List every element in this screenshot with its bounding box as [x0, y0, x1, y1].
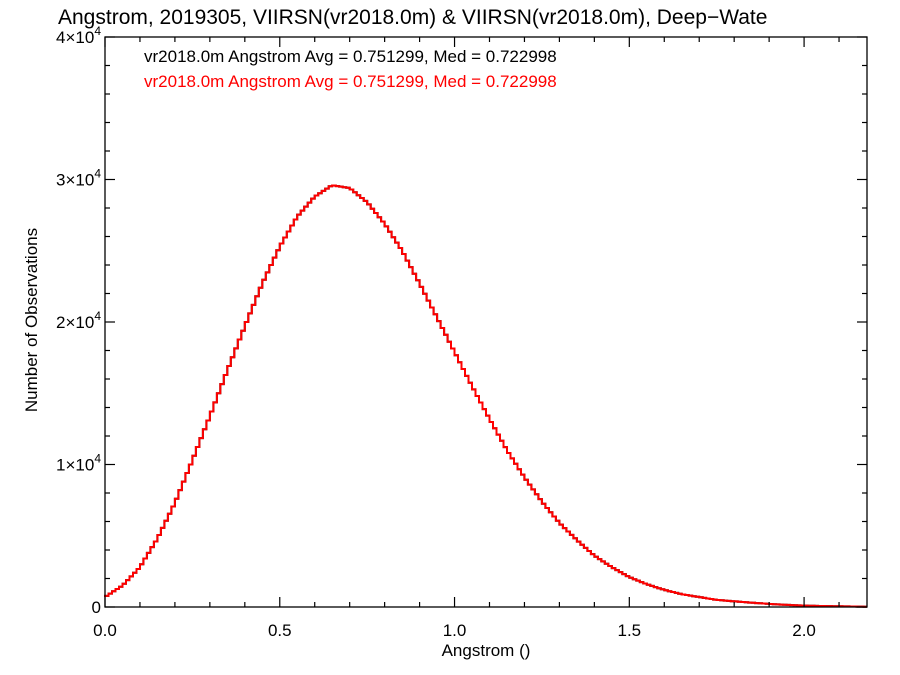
x-tick-label: 2.0 [792, 621, 816, 640]
y-tick-exponent: 4 [94, 452, 101, 466]
series-2-line [104, 184, 867, 608]
chart-title: Angstrom, 2019305, VIIRSN(vr2018.0m) & V… [58, 6, 767, 29]
y-tick-label: 0 [92, 598, 101, 617]
y-tick-mantissa: 3×10 [56, 171, 94, 190]
y-tick-mantissa: 2×10 [56, 313, 94, 332]
legend: vr2018.0m Angstrom Avg = 0.751299, Med =… [144, 47, 557, 91]
series-layer [104, 184, 867, 608]
y-tick-mantissa: 1×10 [56, 456, 94, 475]
x-axis: 0.0 0.5 1.0 1.5 2.0 [93, 37, 840, 640]
x-tick-label: 0.5 [268, 621, 292, 640]
y-tick-exponent: 4 [94, 24, 101, 38]
y-tick-label: 3×104 [56, 167, 101, 190]
y-axis-label: Number of Observations [22, 228, 41, 412]
x-tick-label: 1.5 [617, 621, 641, 640]
y-tick-mantissa: 0 [92, 598, 101, 617]
legend-entry: vr2018.0m Angstrom Avg = 0.751299, Med =… [144, 72, 557, 91]
y-tick-exponent: 4 [94, 167, 101, 181]
y-tick-label: 2×104 [56, 309, 101, 332]
legend-entry: vr2018.0m Angstrom Avg = 0.751299, Med =… [144, 47, 557, 66]
x-tick-label: 0.0 [93, 621, 117, 640]
x-axis-label: Angstrom () [442, 641, 531, 660]
y-tick-label: 4×104 [56, 24, 101, 47]
y-tick-exponent: 4 [94, 309, 101, 323]
y-tick-mantissa: 4×10 [56, 28, 94, 47]
x-tick-label: 1.0 [443, 621, 467, 640]
y-tick-label: 1×104 [56, 452, 101, 475]
